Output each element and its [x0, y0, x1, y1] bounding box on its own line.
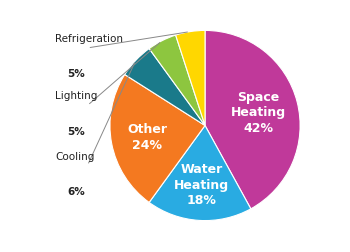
Text: Other
24%: Other 24% [127, 123, 167, 151]
Text: Refrigeration: Refrigeration [55, 34, 123, 44]
Text: Cooling: Cooling [55, 151, 94, 161]
Wedge shape [149, 36, 205, 126]
Text: Lighting: Lighting [55, 91, 97, 101]
Text: Space
Heating
42%: Space Heating 42% [231, 90, 286, 134]
Wedge shape [125, 49, 205, 126]
Wedge shape [205, 31, 300, 209]
Text: 5%: 5% [68, 126, 85, 136]
Wedge shape [149, 126, 251, 221]
Text: Water
Heating
18%: Water Heating 18% [174, 163, 229, 207]
Text: 5%: 5% [68, 69, 85, 79]
Wedge shape [110, 75, 205, 203]
Text: 6%: 6% [68, 186, 85, 196]
Wedge shape [176, 31, 205, 126]
